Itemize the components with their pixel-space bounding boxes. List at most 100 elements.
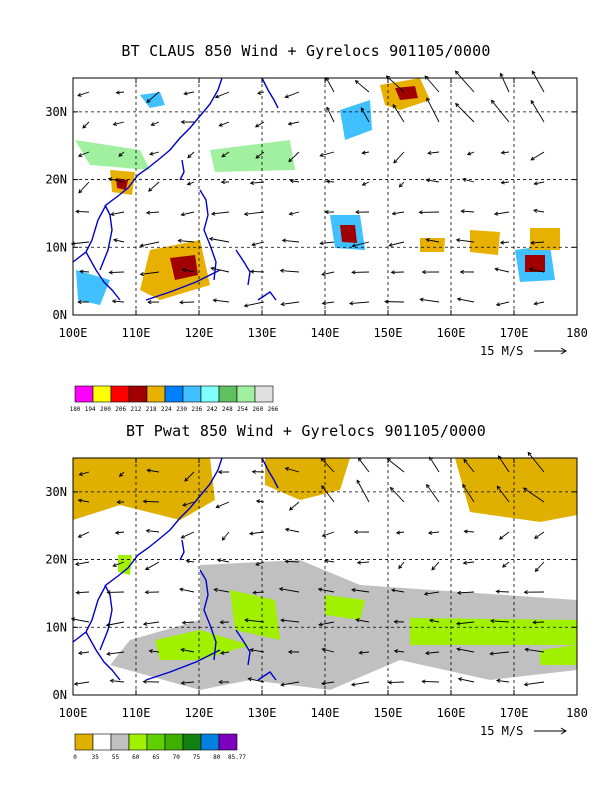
colorbar-label: 212 xyxy=(131,406,142,413)
x-tick-label: 120E xyxy=(185,326,214,340)
ref-vector-arrowhead xyxy=(560,727,567,735)
wind-vector xyxy=(285,528,300,533)
wind-arrowhead xyxy=(496,485,501,490)
wind-arrowhead xyxy=(392,104,397,109)
wind-arrowhead xyxy=(351,243,356,248)
colorbar-label: 75 xyxy=(193,754,201,761)
wind-arrowhead xyxy=(251,242,256,247)
colorbar-swatch xyxy=(254,385,274,403)
wind-arrowhead xyxy=(249,269,255,274)
wind-arrowhead xyxy=(255,499,261,504)
y-tick-label: 10N xyxy=(45,620,67,634)
wind-arrowhead xyxy=(361,150,366,155)
coastline-8 xyxy=(257,291,277,301)
wind-vector xyxy=(388,681,405,684)
wind-vector xyxy=(140,241,160,247)
wind-arrowhead xyxy=(220,180,225,185)
wind-arrowhead xyxy=(217,469,223,475)
wind-arrowhead xyxy=(317,587,323,592)
wind-vector xyxy=(249,531,265,535)
wind-arrowhead xyxy=(348,301,354,306)
x-tick-label: 160E xyxy=(437,706,466,720)
pwat-region xyxy=(155,630,250,660)
wind-vector xyxy=(281,301,300,305)
ref-vector-label: 15 M/S xyxy=(480,344,523,358)
wind-arrowhead xyxy=(248,531,254,536)
colorbar-swatch xyxy=(164,733,184,751)
wind-vector xyxy=(76,591,90,594)
wind-arrowhead xyxy=(216,558,222,563)
wind-vector xyxy=(76,210,90,213)
colorbar-label: 254 xyxy=(237,406,248,413)
wind-arrowhead xyxy=(243,211,249,216)
coastline-3 xyxy=(199,569,217,661)
wind-vector xyxy=(389,241,405,246)
wind-vector xyxy=(523,487,545,503)
wind-arrowhead xyxy=(70,241,76,246)
wind-arrowhead xyxy=(77,92,82,97)
wind-arrowhead xyxy=(533,301,538,306)
wind-vector xyxy=(530,100,545,123)
wind-arrowhead xyxy=(77,650,83,656)
wind-vector xyxy=(530,151,545,161)
cloud-cell xyxy=(470,230,500,255)
wind-vector xyxy=(320,241,335,244)
wind-vector xyxy=(321,485,335,503)
wind-arrowhead xyxy=(457,677,463,682)
colorbar-label: 55 xyxy=(112,754,120,761)
wind-arrowhead xyxy=(179,587,184,592)
wind-vector xyxy=(457,298,475,303)
wind-arrowhead xyxy=(326,106,331,111)
coastline-4 xyxy=(261,457,279,489)
wind-arrowhead xyxy=(528,267,533,272)
x-tick-label: 130E xyxy=(248,706,277,720)
wind-arrowhead xyxy=(427,150,432,156)
wind-vector xyxy=(325,560,335,563)
wind-vector xyxy=(113,239,125,243)
wind-arrowhead xyxy=(495,302,501,307)
wind-vector xyxy=(496,485,510,503)
claus-colorbar: 180 194 200 206 212 218 224 230 236 242 248 254 260 2… xyxy=(70,385,279,413)
x-tick-label: 170E xyxy=(500,706,529,720)
wind-vector xyxy=(321,681,335,685)
wind-vector xyxy=(355,80,370,93)
wind-arrowhead xyxy=(390,588,396,593)
wind-arrowhead xyxy=(107,177,113,182)
wind-vector xyxy=(392,104,405,123)
wind-arrowhead xyxy=(210,211,216,216)
wind-arrowhead xyxy=(142,499,147,504)
wind-arrowhead xyxy=(523,590,528,595)
wind-arrowhead xyxy=(288,211,293,216)
wind-arrowhead xyxy=(287,649,293,655)
wind-arrowhead xyxy=(148,187,153,192)
x-tick-label: 160E xyxy=(437,326,466,340)
wind-vector xyxy=(534,181,545,185)
coastline-7 xyxy=(179,159,185,181)
wind-vector xyxy=(146,91,160,103)
wind-vector xyxy=(71,618,90,623)
wind-arrowhead xyxy=(82,124,87,129)
wind-arrowhead xyxy=(499,72,504,77)
wind-arrowhead xyxy=(288,158,293,163)
wind-vector xyxy=(143,621,160,625)
wind-arrowhead xyxy=(279,268,285,273)
wind-vector xyxy=(457,591,475,594)
wind-vector xyxy=(326,107,335,123)
wind-vector xyxy=(250,649,265,653)
wind-arrowhead xyxy=(459,269,464,275)
coastline-8 xyxy=(257,671,277,681)
wind-arrowhead xyxy=(221,153,226,158)
wind-arrowhead xyxy=(398,564,403,570)
wind-arrowhead xyxy=(530,99,535,105)
wind-arrowhead xyxy=(280,301,285,307)
wind-arrowhead xyxy=(324,209,329,215)
x-tick-label: 180 xyxy=(566,326,588,340)
wind-arrowhead xyxy=(353,529,358,535)
wind-arrowhead xyxy=(108,270,113,275)
wind-arrowhead xyxy=(106,590,111,595)
wind-vector xyxy=(289,211,300,215)
wind-arrowhead xyxy=(533,535,539,539)
cloud-cell xyxy=(340,225,357,243)
wind-vector xyxy=(78,181,90,194)
wind-arrowhead xyxy=(395,530,401,535)
